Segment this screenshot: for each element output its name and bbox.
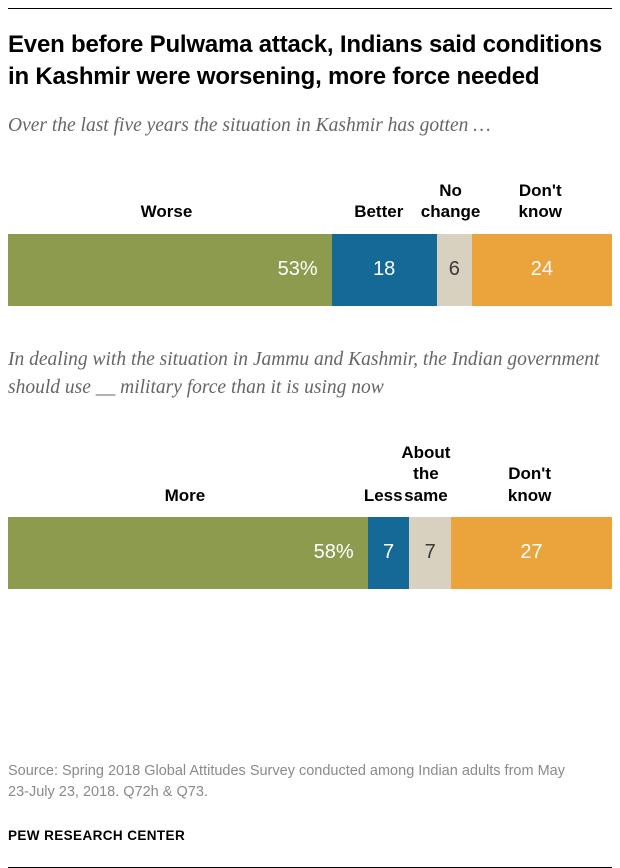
pew-research-center-wordmark: PEW RESEARCH CENTER — [8, 828, 186, 843]
chart-2-stacked-bar: 58% 7 7 27 — [8, 516, 612, 589]
category-label: Don't know — [507, 464, 552, 505]
bar-segment: 7 — [367, 516, 410, 589]
bar-segment: 6 — [436, 233, 472, 306]
page-title: Even before Pulwama attack, Indians said… — [8, 31, 602, 91]
category-label: No change — [420, 181, 481, 222]
category-label: Don't know — [518, 181, 562, 222]
bar-segment: 27 — [451, 516, 612, 589]
chart-2-subtitle: In dealing with the situation in Jammu a… — [8, 348, 600, 398]
bar-value-label: 27 — [520, 541, 543, 564]
source-note: Source: Spring 2018 Global Attitudes Sur… — [8, 762, 565, 801]
bar-segment: 58% — [8, 516, 368, 589]
chart-2-category-labels: More Less About the same Don't know — [8, 442, 612, 506]
chart-section-1: Over the last five years the situation i… — [8, 94, 613, 306]
top-rule — [8, 8, 612, 9]
bar-segment: 24 — [471, 233, 613, 306]
category-label: Less — [363, 485, 403, 505]
bar-segment: 7 — [409, 516, 452, 589]
bar-value-label: 53% — [277, 258, 318, 281]
bar-value-label: 24 — [530, 258, 554, 281]
chart-1-stacked-bar: 53% 18 6 24 — [8, 233, 613, 306]
bar-value-label: 58% — [313, 541, 354, 564]
bar-value-label: 7 — [424, 541, 436, 564]
category-label: More — [164, 485, 206, 505]
category-label: Worse — [140, 202, 193, 222]
bar-value-label: 7 — [382, 541, 395, 564]
category-label: Better — [354, 202, 404, 222]
category-label: About the same — [401, 443, 451, 505]
bottom-spacer — [8, 843, 612, 867]
chart-section-2: In dealing with the situation in Jammu a… — [8, 306, 612, 589]
bar-segment: 18 — [331, 233, 437, 306]
chart-1-subtitle: Over the last five years the situation i… — [8, 114, 491, 136]
chart-1-category-labels: Worse Better No change Don't know — [8, 180, 612, 223]
bar-segment: 53% — [8, 233, 332, 306]
bar-value-label: 6 — [448, 258, 460, 281]
bar-value-label: 18 — [373, 258, 396, 281]
